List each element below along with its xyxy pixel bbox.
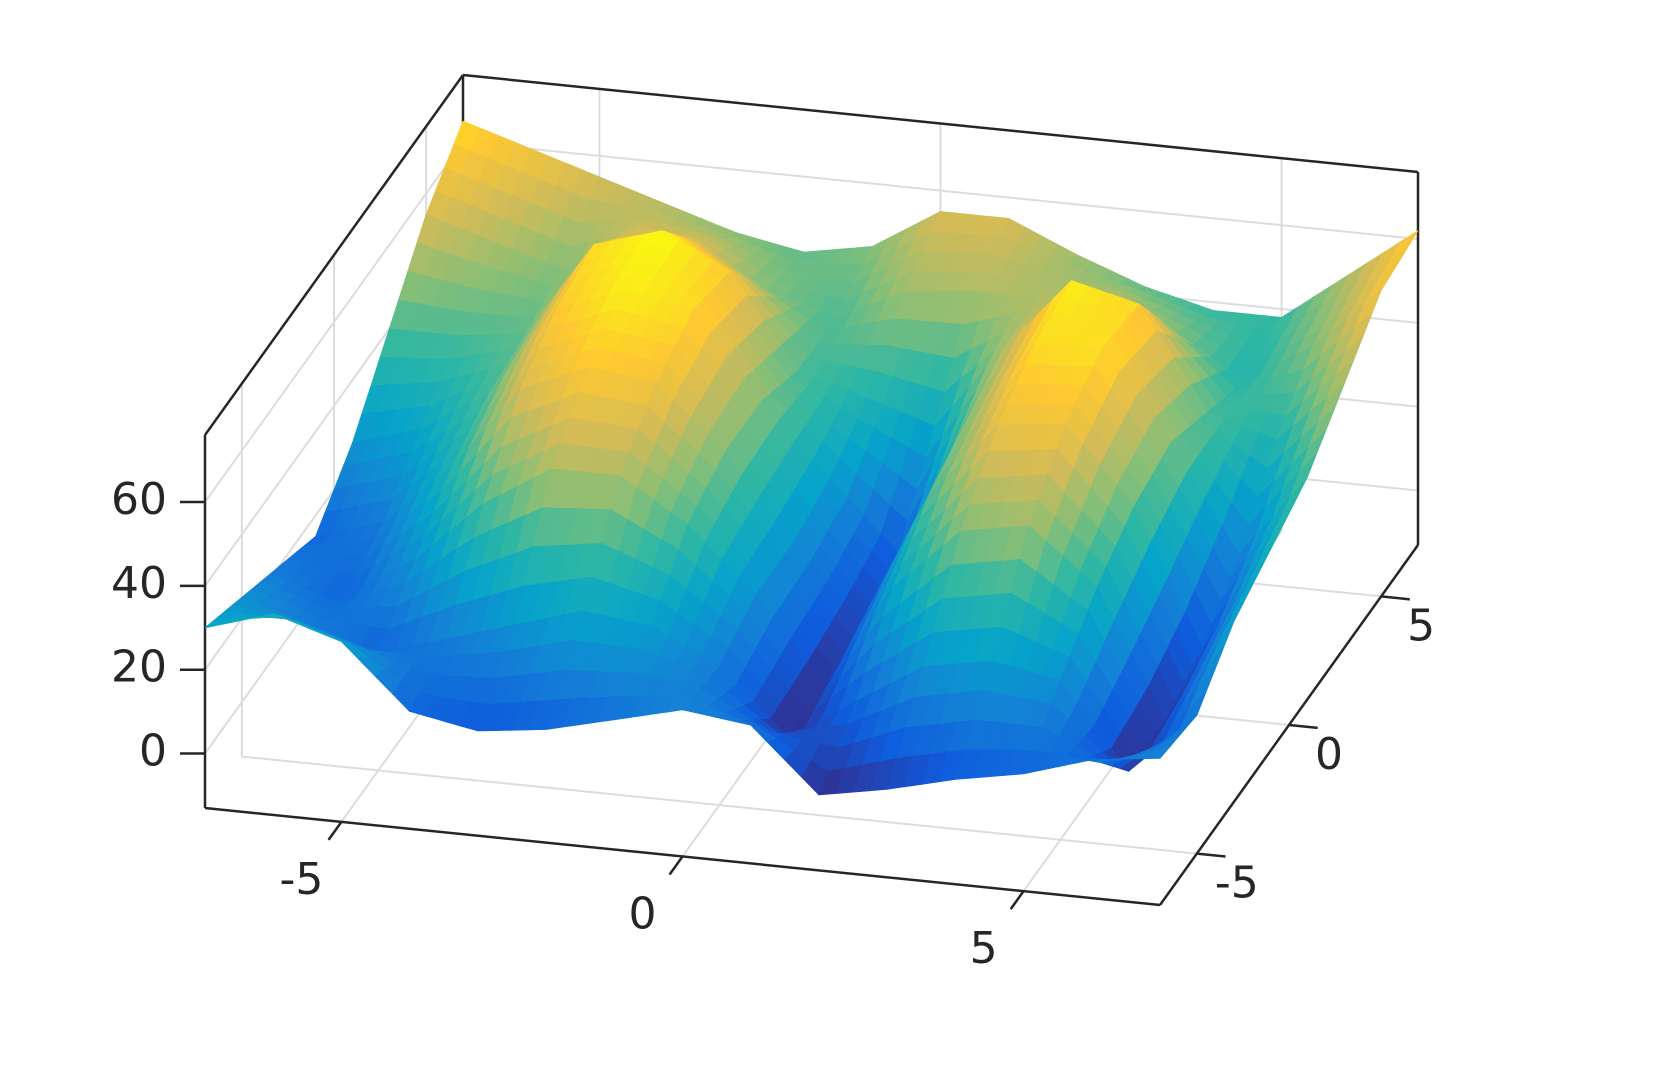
- axis-line: [203, 74, 465, 436]
- z-tick-label: 0: [139, 726, 167, 777]
- tick-mark: [1009, 890, 1025, 910]
- tick-mark: [1381, 595, 1410, 601]
- z-tick-label: 60: [111, 474, 167, 525]
- grid-line: [241, 755, 1197, 855]
- y-tick-label: 0: [1315, 729, 1343, 780]
- axis-line: [462, 73, 1419, 174]
- grid-line: [462, 141, 1419, 241]
- x-tick-label: 0: [629, 889, 657, 940]
- surface-patch: [1141, 746, 1171, 760]
- grid-line: [204, 141, 464, 503]
- tick-mark: [668, 855, 684, 876]
- y-tick-label: -5: [1215, 858, 1259, 909]
- surface-patch: [1391, 230, 1419, 258]
- tick-mark: [1196, 852, 1226, 858]
- y-tick-label: 5: [1407, 600, 1435, 651]
- x-tick-label: -5: [279, 854, 323, 905]
- tick-mark: [327, 821, 343, 841]
- z-tick-label: 40: [111, 558, 167, 609]
- z-tick-label: 20: [111, 642, 167, 693]
- x-tick-label: 5: [970, 923, 998, 974]
- tick-mark: [1288, 723, 1318, 730]
